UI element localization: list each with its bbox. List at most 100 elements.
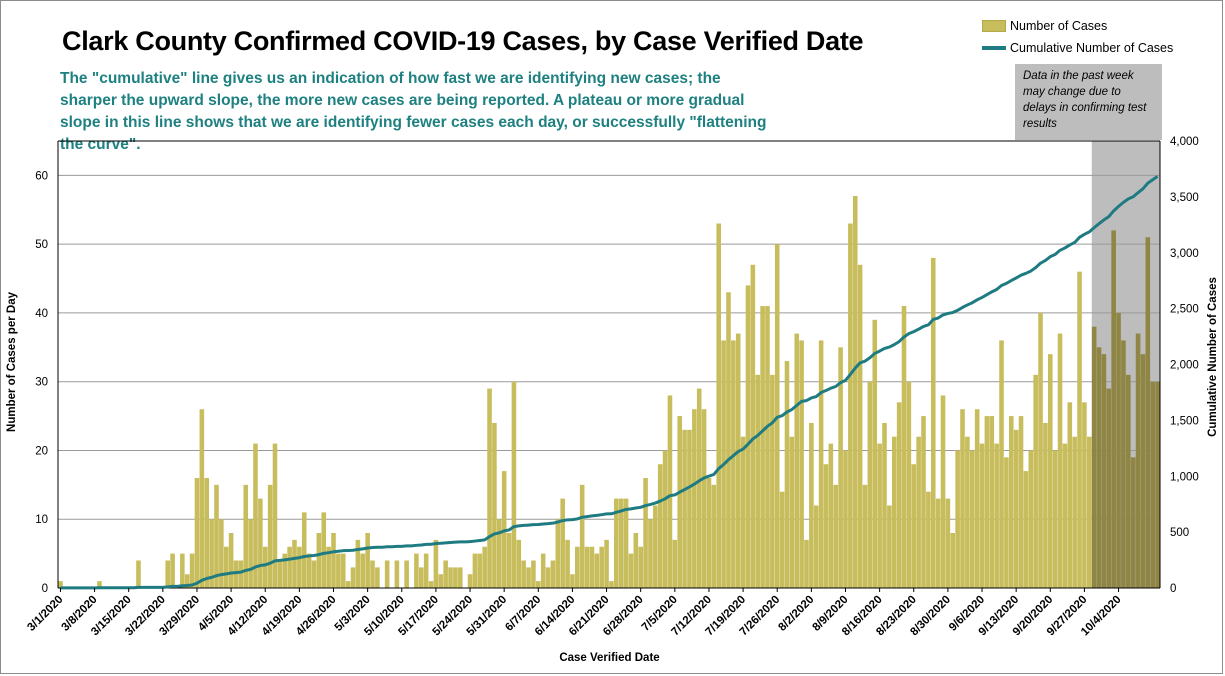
bar: [1130, 457, 1136, 588]
bar: [848, 223, 853, 588]
bar: [755, 374, 761, 588]
bar: [248, 519, 253, 588]
bar: [813, 505, 819, 588]
bar: [784, 361, 790, 588]
bar: [1043, 422, 1048, 588]
bar: [492, 422, 497, 588]
bar: [682, 429, 687, 588]
bar: [1126, 374, 1131, 588]
bar: [555, 519, 561, 588]
bar: [267, 484, 273, 588]
bar: [677, 416, 682, 588]
bar: [589, 546, 595, 588]
bar: [662, 450, 668, 588]
y-tick-label: 0: [42, 583, 48, 595]
bar: [789, 436, 795, 588]
bar: [214, 484, 219, 588]
bar: [219, 519, 224, 588]
bar: [828, 443, 834, 588]
bar: [404, 560, 409, 588]
bar: [735, 333, 741, 588]
bar: [857, 264, 863, 588]
bar: [282, 553, 288, 588]
bar: [189, 553, 195, 588]
bar: [726, 292, 731, 588]
bar: [521, 560, 526, 588]
legend-bar-swatch: [982, 20, 1006, 32]
bar: [575, 546, 580, 588]
bar: [877, 443, 882, 588]
bar: [243, 484, 249, 588]
bar: [194, 477, 200, 588]
bar: [1087, 436, 1092, 588]
bar: [609, 581, 614, 588]
bar: [370, 560, 375, 588]
bar: [1047, 354, 1053, 588]
bar: [277, 560, 283, 588]
bar: [852, 196, 858, 588]
bar: [623, 498, 629, 588]
bar: [496, 519, 502, 588]
bar: [287, 546, 292, 588]
bar: [428, 581, 434, 588]
bar: [584, 546, 590, 588]
bar: [482, 546, 487, 588]
bar: [794, 333, 800, 588]
bar: [516, 539, 522, 588]
bar: [1077, 271, 1082, 588]
bar: [136, 560, 141, 588]
bar: [1008, 416, 1014, 588]
bar: [731, 340, 736, 588]
bar: [1028, 450, 1034, 588]
bar: [818, 340, 824, 588]
bar: [1057, 333, 1063, 588]
bar: [511, 381, 517, 588]
bar: [253, 443, 258, 588]
bar: [843, 450, 848, 588]
bar: [984, 416, 990, 588]
bar: [1091, 326, 1097, 588]
bar: [560, 498, 565, 588]
bar: [1004, 457, 1009, 588]
bar: [809, 422, 814, 588]
bar: [911, 464, 917, 588]
y2-tick-label: 1,000: [1170, 471, 1199, 483]
bar: [1072, 436, 1077, 588]
bar: [506, 532, 512, 588]
y2-tick-label: 3,500: [1170, 192, 1199, 204]
bar: [1013, 429, 1019, 588]
bar: [336, 553, 341, 588]
bar: [1067, 402, 1073, 588]
bar: [262, 546, 268, 588]
bar: [838, 347, 843, 588]
bar: [375, 567, 380, 588]
bar: [1111, 230, 1116, 588]
bar: [340, 553, 346, 588]
bar: [687, 429, 692, 588]
bar: [453, 567, 458, 588]
bar: [1121, 340, 1126, 588]
bar: [930, 257, 936, 588]
bar: [228, 532, 234, 588]
y-tick-label: 60: [35, 170, 48, 182]
bar: [550, 560, 556, 588]
bar: [457, 567, 463, 588]
bar: [423, 553, 429, 588]
bar: [297, 546, 302, 588]
bar: [1052, 450, 1058, 588]
bar: [833, 484, 839, 588]
bar: [882, 422, 887, 588]
bar: [950, 532, 956, 588]
bar: [1140, 354, 1146, 588]
bar: [891, 436, 897, 588]
bar: [540, 553, 546, 588]
bar: [716, 223, 722, 588]
bar: [1018, 416, 1024, 588]
bar: [604, 539, 609, 588]
bar: [657, 464, 663, 588]
chart-subtitle: The "cumulative" line gives us an indica…: [60, 70, 767, 153]
y2-tick-label: 4,000: [1170, 136, 1199, 148]
bar: [58, 581, 63, 588]
bar: [672, 539, 678, 588]
